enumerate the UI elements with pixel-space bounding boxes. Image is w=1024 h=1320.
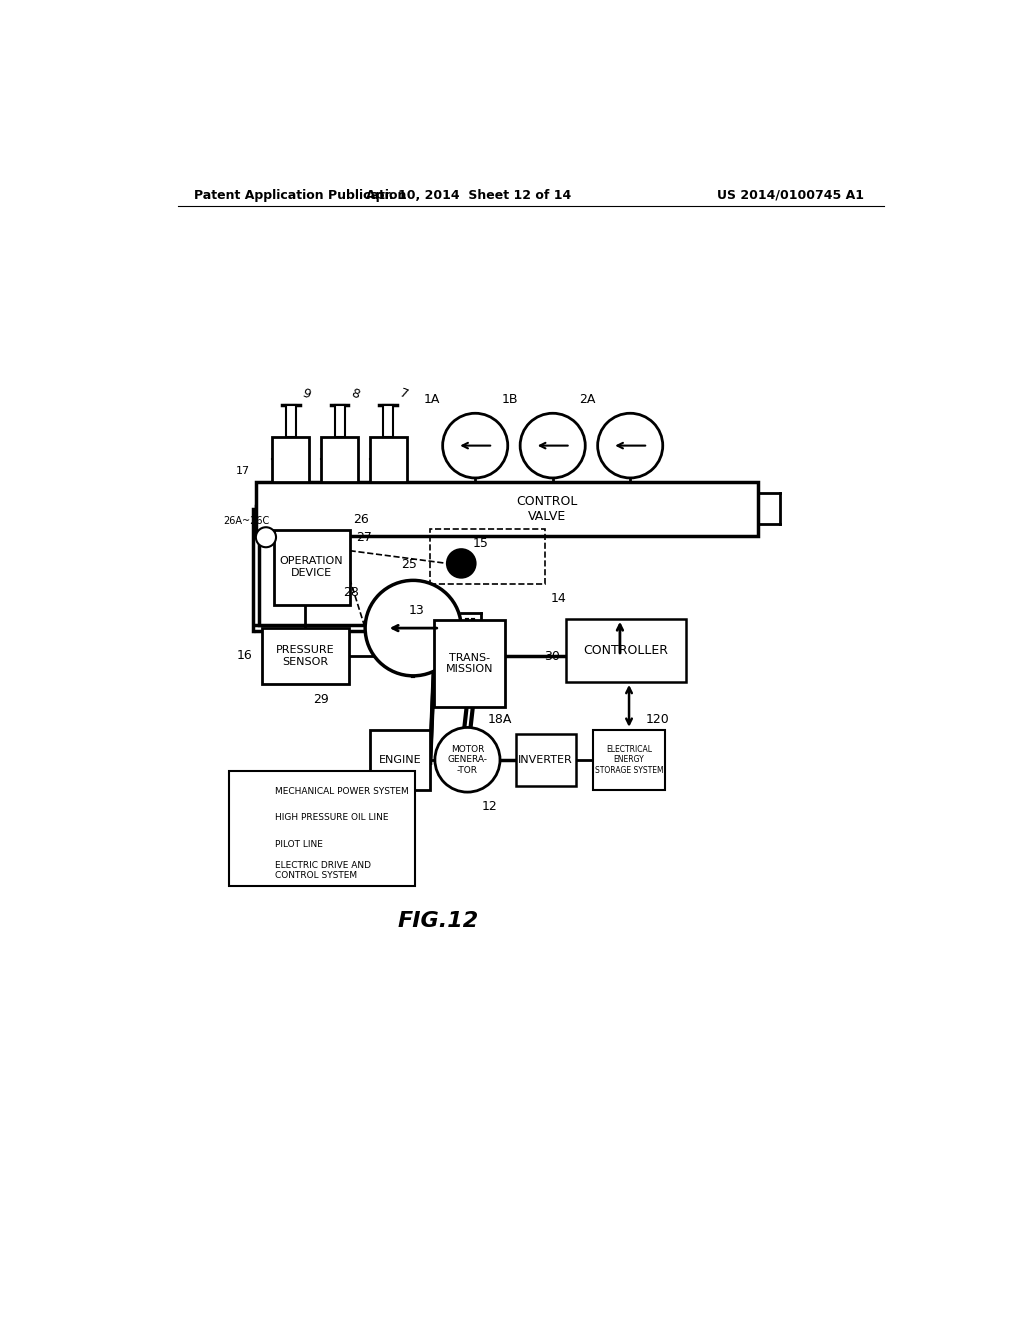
Text: 1B: 1B (502, 392, 518, 405)
Bar (228, 771, 415, 886)
Bar (434, 620, 506, 706)
Circle shape (447, 549, 475, 577)
Text: HIGH PRESSURE OIL LINE: HIGH PRESSURE OIL LINE (275, 813, 389, 822)
Text: ELECTRICAL
ENERGY
STORAGE SYSTEM: ELECTRICAL ENERGY STORAGE SYSTEM (595, 744, 664, 775)
Text: PRESSURE
SENSOR: PRESSURE SENSOR (276, 645, 335, 667)
Text: ENGINE: ENGINE (379, 755, 421, 764)
Circle shape (366, 581, 461, 676)
Circle shape (442, 413, 508, 478)
Bar (566, 619, 686, 682)
Text: PILOT LINE: PILOT LINE (275, 840, 324, 849)
Text: 26: 26 (353, 512, 370, 525)
Text: 2A: 2A (579, 392, 595, 405)
Text: 12: 12 (481, 800, 497, 813)
Bar (272, 437, 309, 482)
Text: 13: 13 (409, 603, 425, 616)
Text: OPERATION
DEVICE: OPERATION DEVICE (280, 557, 343, 578)
Text: 15: 15 (473, 536, 488, 549)
Text: 9: 9 (300, 387, 312, 401)
Text: 1A: 1A (424, 392, 440, 405)
Bar (515, 734, 575, 785)
Bar (430, 529, 545, 585)
Text: 28: 28 (343, 586, 359, 599)
Text: ELECTRIC DRIVE AND
CONTROL SYSTEM: ELECTRIC DRIVE AND CONTROL SYSTEM (275, 861, 372, 880)
Text: 30: 30 (544, 651, 560, 663)
Text: Apr. 10, 2014  Sheet 12 of 14: Apr. 10, 2014 Sheet 12 of 14 (367, 189, 571, 202)
Bar (335, 405, 345, 437)
Text: TRANS-
MISSION: TRANS- MISSION (446, 652, 494, 675)
Text: 18A: 18A (487, 713, 512, 726)
Text: MECHANICAL POWER SYSTEM: MECHANICAL POWER SYSTEM (275, 787, 409, 796)
Text: 7: 7 (397, 387, 410, 401)
Text: INVERTER: INVERTER (518, 755, 573, 764)
Bar (286, 405, 296, 437)
Bar (370, 730, 430, 789)
Text: MOTOR
GENERA-
-TOR: MOTOR GENERA- -TOR (447, 744, 487, 775)
Bar (370, 437, 407, 482)
Text: CONTROL
VALVE: CONTROL VALVE (516, 495, 578, 523)
Circle shape (256, 527, 276, 548)
Text: 26A~26C: 26A~26C (223, 516, 269, 525)
Text: 11: 11 (350, 797, 366, 810)
Bar (273, 529, 349, 605)
Bar (593, 730, 665, 789)
Bar (262, 628, 349, 684)
Bar (321, 437, 358, 482)
Bar (383, 405, 393, 437)
Text: CONTROLLER: CONTROLLER (584, 644, 669, 657)
Text: 16: 16 (237, 649, 253, 663)
Text: 29: 29 (313, 693, 329, 706)
Text: 25: 25 (401, 558, 418, 572)
Circle shape (520, 413, 586, 478)
Text: US 2014/0100745 A1: US 2014/0100745 A1 (717, 189, 864, 202)
Text: 17: 17 (236, 466, 250, 475)
Text: Patent Application Publication: Patent Application Publication (194, 189, 407, 202)
Circle shape (435, 727, 500, 792)
Text: 120: 120 (645, 713, 669, 726)
Text: FIG.12: FIG.12 (397, 911, 478, 931)
Bar (256, 482, 758, 536)
Text: 27: 27 (356, 531, 372, 544)
Text: 8: 8 (349, 387, 360, 401)
Circle shape (598, 413, 663, 478)
Text: 14: 14 (551, 591, 567, 605)
